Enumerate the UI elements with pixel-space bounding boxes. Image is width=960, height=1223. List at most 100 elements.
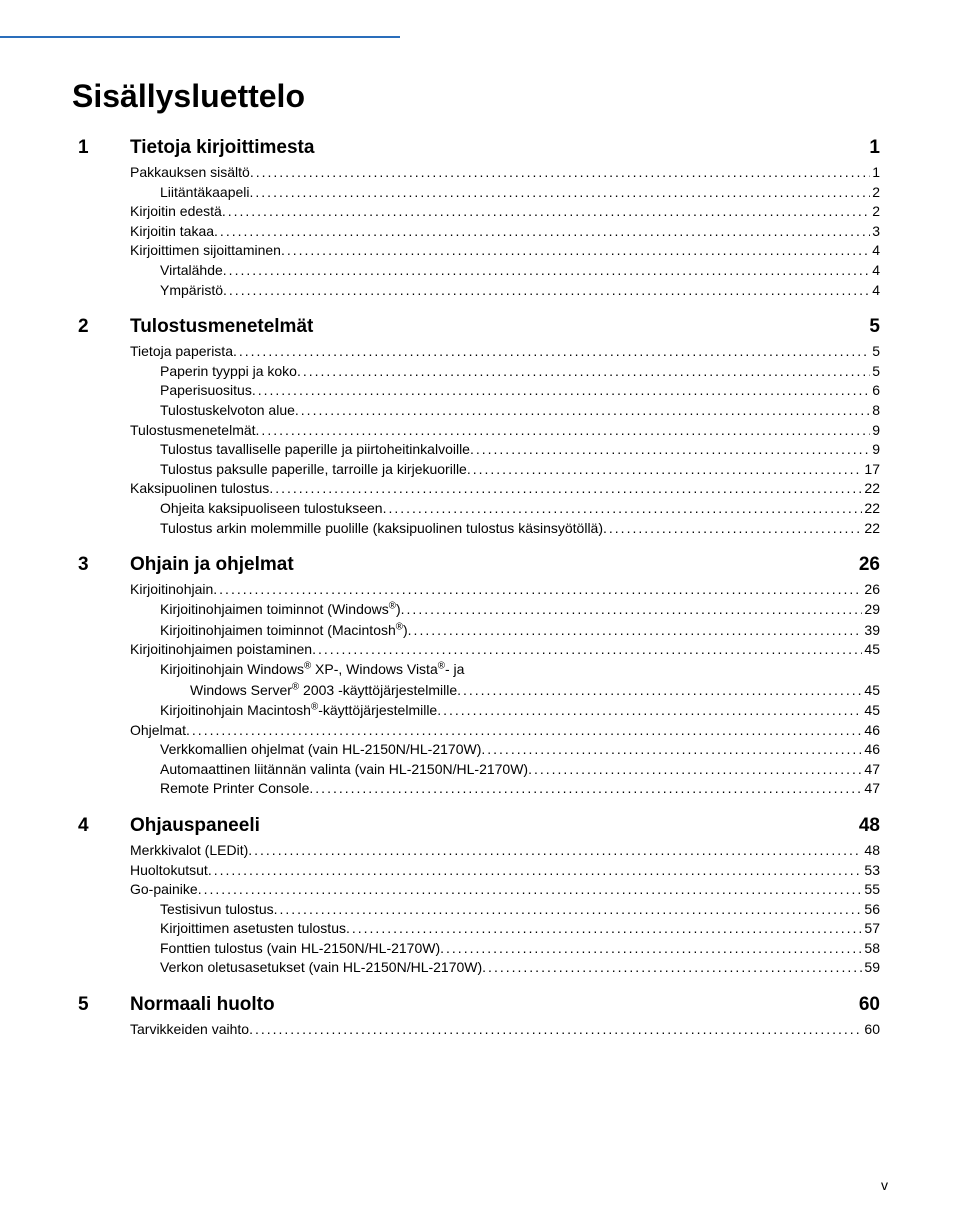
toc-entry-label: Kirjoitin edestä (130, 202, 222, 222)
toc-leader-dots: ........................................… (214, 222, 870, 242)
toc-entry[interactable]: Tarvikkeiden vaihto.....................… (72, 1020, 888, 1040)
toc-entry[interactable]: Kirjoitinohjaimen toiminnot (Windows®)..… (72, 600, 888, 620)
toc-leader-dots: ........................................… (603, 519, 862, 539)
toc-entry-page: 29 (862, 600, 888, 620)
toc-entry-page: 60 (862, 1020, 888, 1040)
toc-leader-dots: ........................................… (250, 183, 871, 203)
toc-entry[interactable]: Go-painike..............................… (72, 880, 888, 900)
toc-leader-dots: ........................................… (309, 779, 862, 799)
toc-entry-page: 56 (862, 900, 888, 920)
toc-leader-dots: ........................................… (312, 640, 862, 660)
toc-entry[interactable]: Kirjoitinohjain.........................… (72, 580, 888, 600)
toc-entry-page: 59 (862, 958, 888, 978)
toc-entry[interactable]: Testisivun tulostus.....................… (72, 900, 888, 920)
toc-entry-label: Kirjoitinohjaimen toiminnot (Macintosh®) (160, 620, 408, 640)
toc-entry-label: Kirjoitinohjaimen poistaminen (130, 640, 312, 660)
toc-entry-page: 4 (870, 261, 888, 281)
toc-entry[interactable]: Verkkomallien ohjelmat (vain HL-2150N/HL… (72, 740, 888, 760)
chapter: 2Tulostusmenetelmät5 Tietoja paperista...… (72, 316, 888, 538)
toc-entry-page: 57 (862, 919, 888, 939)
chapter-number: 1 (72, 137, 130, 159)
toc-leader-dots: ........................................… (482, 958, 862, 978)
toc-entry[interactable]: Tulostus arkin molemmille puolille (kaks… (72, 519, 888, 539)
toc-entry[interactable]: Pakkauksen sisältö......................… (72, 163, 888, 183)
toc-entry[interactable]: Kirjoitinohjaimen poistaminen...........… (72, 640, 888, 660)
toc-entry-label: Pakkauksen sisältö (130, 163, 250, 183)
toc-leader-dots: ........................................… (208, 861, 863, 881)
toc-leader-dots: ........................................… (186, 721, 862, 741)
chapter-title: Ohjauspaneeli (130, 815, 859, 837)
toc-entry[interactable]: Kirjoitinohjaimen toiminnot (Macintosh®)… (72, 620, 888, 640)
toc-entry-page: 26 (862, 580, 888, 600)
registered-mark: ® (396, 621, 403, 632)
page-number: v (881, 1177, 888, 1193)
toc-entry[interactable]: Kaksipuolinen tulostus..................… (72, 479, 888, 499)
toc-entry[interactable]: Paperisuositus..........................… (72, 381, 888, 401)
toc-entry[interactable]: Kirjoitinohjain Windows® XP-, Windows Vi… (72, 660, 888, 680)
chapter-page: 60 (859, 994, 888, 1016)
toc-entry[interactable]: Kirjoitin edestä........................… (72, 202, 888, 222)
toc-entry[interactable]: Ympäristö...............................… (72, 281, 888, 301)
chapter-page: 26 (859, 554, 888, 576)
toc-entry-page: 9 (870, 440, 888, 460)
toc-entry[interactable]: Tulostuskelvoton alue...................… (72, 401, 888, 421)
toc-entry[interactable]: Virtalähde..............................… (72, 261, 888, 281)
toc-entry[interactable]: Tulostusmenetelmät......................… (72, 421, 888, 441)
chapter-heading[interactable]: 4Ohjauspaneeli48 (72, 815, 888, 837)
toc-leader-dots: ........................................… (457, 681, 862, 701)
toc-entry-page: 2 (870, 202, 888, 222)
chapter: 3Ohjain ja ohjelmat26 Kirjoitinohjain....… (72, 554, 888, 799)
toc-entry-label: Tulostus arkin molemmille puolille (kaks… (160, 519, 603, 539)
toc-body: 1Tietoja kirjoittimesta1Pakkauksen sisäl… (72, 137, 888, 1040)
toc-entry[interactable]: Kirjoitin takaa.........................… (72, 222, 888, 242)
toc-entry-label: Liitäntäkaapeli (160, 183, 250, 203)
toc-entry-label: Tulostuskelvoton alue (160, 401, 295, 421)
chapter-heading[interactable]: 5Normaali huolto60 (72, 994, 888, 1016)
toc-leader-dots: ........................................… (295, 401, 870, 421)
toc-entry[interactable]: Liitäntäkaapeli.........................… (72, 183, 888, 203)
toc-entry[interactable]: Automaattinen liitännän valinta (vain HL… (72, 760, 888, 780)
toc-entry[interactable]: Kirjoittimen asetusten tulostus.........… (72, 919, 888, 939)
toc-entry[interactable]: Kirjoittimen sijoittaminen..............… (72, 241, 888, 261)
toc-leader-dots: ........................................… (467, 460, 863, 480)
chapter-title: Tietoja kirjoittimesta (130, 137, 869, 159)
toc-entry[interactable]: Tulostus tavalliselle paperille ja piirt… (72, 440, 888, 460)
chapter-heading[interactable]: 2Tulostusmenetelmät5 (72, 316, 888, 338)
toc-entry-label: Fonttien tulostus (vain HL-2150N/HL-2170… (160, 939, 440, 959)
chapter-number: 3 (72, 554, 130, 576)
toc-entry-page: 48 (862, 841, 888, 861)
chapter-heading[interactable]: 3Ohjain ja ohjelmat26 (72, 554, 888, 576)
toc-entry[interactable]: Merkkivalot (LEDit).....................… (72, 841, 888, 861)
toc-entry-page: 47 (862, 779, 888, 799)
toc-leader-dots: ........................................… (383, 499, 863, 519)
toc-entry[interactable]: Ohjeita kaksipuoliseen tulostukseen.....… (72, 499, 888, 519)
toc-leader-dots: ........................................… (252, 381, 870, 401)
toc-entry-page: 2 (870, 183, 888, 203)
chapter-number: 4 (72, 815, 130, 837)
toc-leader-dots: ........................................… (408, 621, 863, 641)
toc-leader-dots: ........................................… (470, 440, 870, 460)
toc-entry[interactable]: Kirjoitinohjain Macintosh®-käyttöjärjest… (72, 700, 888, 720)
toc-entry[interactable]: Huoltokutsut............................… (72, 861, 888, 881)
toc-entry-page: 1 (870, 163, 888, 183)
toc-entry-page: 17 (862, 460, 888, 480)
toc-leader-dots: ........................................… (222, 202, 870, 222)
toc-entry-page: 4 (870, 241, 888, 261)
chapter-page: 1 (869, 137, 888, 159)
page: Sisällysluettelo 1Tietoja kirjoittimesta… (0, 36, 960, 1223)
chapter-page: 5 (869, 316, 888, 338)
toc-entry[interactable]: Remote Printer Console..................… (72, 779, 888, 799)
toc-entry-label: Kaksipuolinen tulostus (130, 479, 269, 499)
toc-entry[interactable]: Paperin tyyppi ja koko..................… (72, 362, 888, 382)
toc-entry-page: 3 (870, 222, 888, 242)
toc-entry[interactable]: Verkon oletusasetukset (vain HL-2150N/HL… (72, 958, 888, 978)
toc-entry-page: 58 (862, 939, 888, 959)
toc-entry[interactable]: Ohjelmat................................… (72, 721, 888, 741)
chapter-heading[interactable]: 1Tietoja kirjoittimesta1 (72, 137, 888, 159)
toc-entry[interactable]: Tulostus paksulle paperille, tarroille j… (72, 460, 888, 480)
toc-entry[interactable]: Windows Server® 2003 -käyttöjärjestelmil… (72, 680, 888, 700)
toc-entry[interactable]: Fonttien tulostus (vain HL-2150N/HL-2170… (72, 939, 888, 959)
toc-leader-dots: ........................................… (481, 740, 862, 760)
chapter-page: 48 (859, 815, 888, 837)
toc-entry[interactable]: Tietoja paperista.......................… (72, 342, 888, 362)
